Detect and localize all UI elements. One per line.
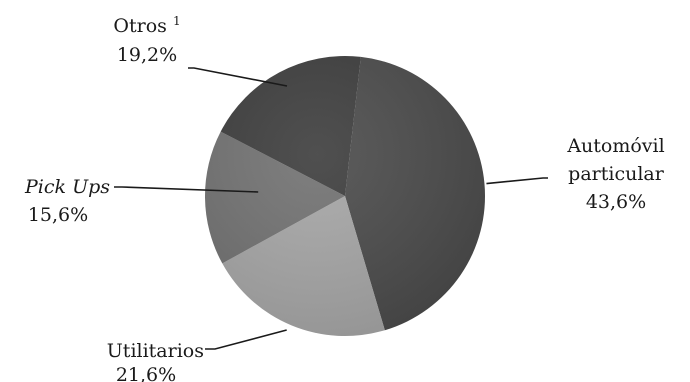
leader-line-2 [114,186,259,193]
leader-line-3 [188,67,288,87]
pie-slices [205,55,485,336]
slice-value-3: 19,2% [117,44,177,66]
slice-label-3: Otros 1 [113,14,180,37]
slice-label-0-line-0: Automóvil [566,135,664,157]
leader-line-1 [205,329,287,350]
leader-lines [114,67,548,350]
slice-label-superscript: 1 [173,14,181,28]
slice-label-1: Utilitarios [107,340,204,362]
leader-line-0 [486,177,548,185]
data-labels: Automóvil particular 43,6% Utilitarios 21,6%… [24,14,665,382]
slice-value-1: 21,6% [116,364,176,382]
slice-value-0: 43,6% [586,191,646,213]
slice-label-2: Pick Ups [24,176,110,198]
slice-label-0-line-1: particular [568,163,665,185]
slice-value-2: 15,6% [28,204,88,226]
